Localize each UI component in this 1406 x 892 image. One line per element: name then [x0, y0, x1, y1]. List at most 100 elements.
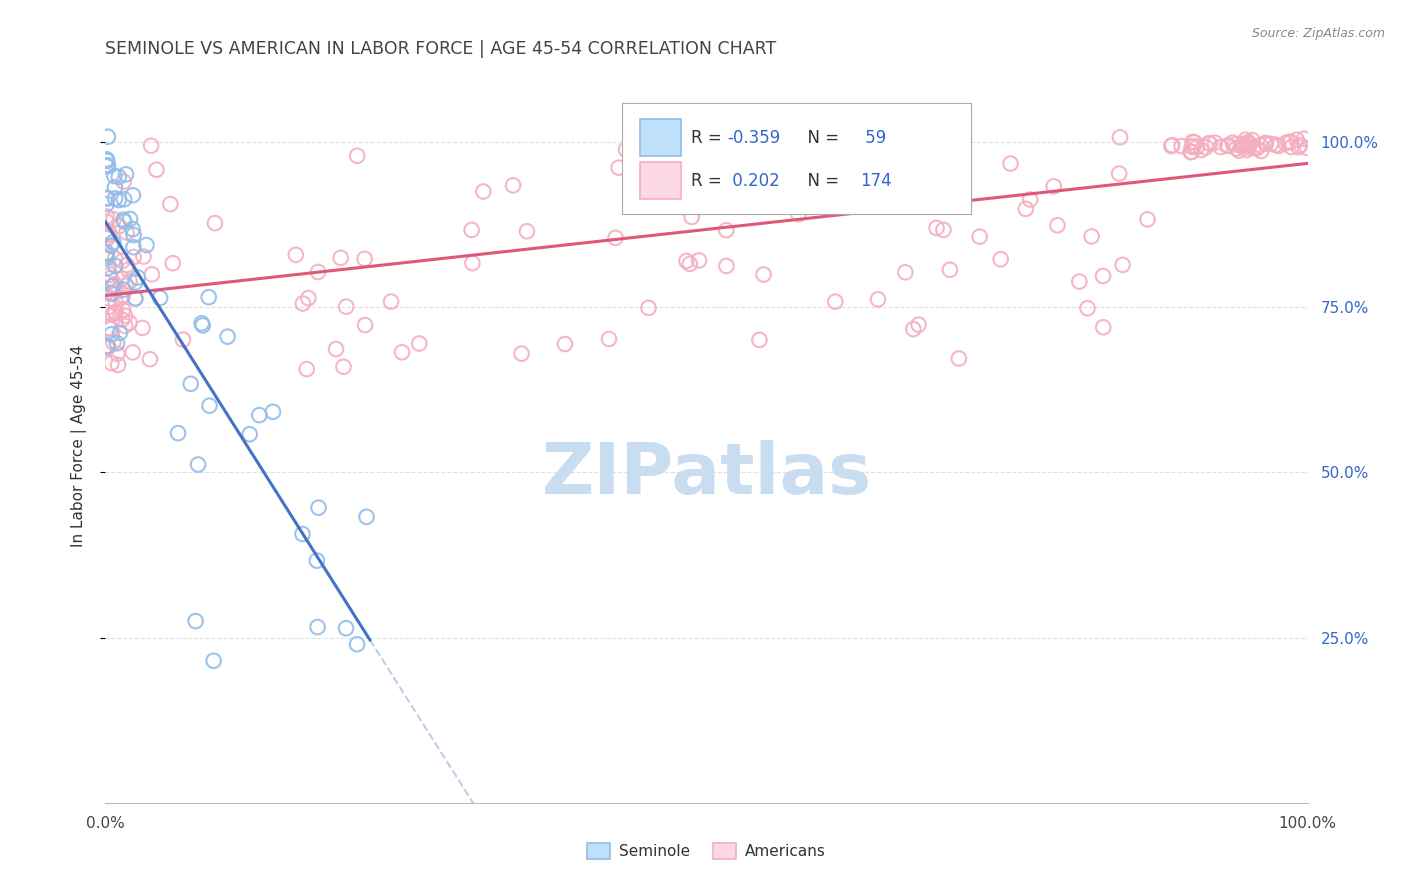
Point: [688, 253, 710, 268]
Text: R =: R =: [690, 171, 727, 189]
Point: [96, 231, 118, 245]
Point: [122, 250, 145, 264]
Point: [346, 149, 368, 163]
Point: [139, 352, 162, 367]
Point: [291, 296, 314, 310]
Point: [112, 175, 135, 189]
Point: [748, 333, 770, 347]
Y-axis label: In Labor Force | Age 45-54: In Labor Force | Age 45-54: [72, 345, 87, 547]
Point: [162, 256, 184, 270]
Point: [96, 153, 118, 167]
Point: [1046, 219, 1069, 233]
Point: [1267, 139, 1289, 153]
Point: [679, 257, 702, 271]
Point: [907, 318, 929, 332]
Point: [1249, 138, 1271, 153]
Point: [1218, 138, 1240, 153]
Point: [356, 509, 378, 524]
Point: [353, 252, 375, 266]
Point: [103, 235, 125, 249]
Point: [172, 333, 194, 347]
Point: [1108, 167, 1130, 181]
Point: [607, 161, 630, 175]
Point: [97, 339, 120, 353]
Point: [1080, 229, 1102, 244]
Point: [752, 268, 775, 282]
Point: [159, 197, 181, 211]
Text: 174: 174: [860, 171, 891, 189]
Point: [354, 318, 377, 332]
FancyBboxPatch shape: [623, 103, 972, 214]
Point: [114, 318, 136, 333]
Point: [104, 296, 127, 310]
Text: 59: 59: [860, 128, 887, 146]
Point: [1222, 136, 1244, 150]
Point: [1136, 212, 1159, 227]
Point: [122, 188, 145, 202]
Point: [97, 129, 120, 144]
Point: [990, 252, 1012, 267]
Point: [96, 276, 118, 290]
Point: [1019, 193, 1042, 207]
Point: [135, 238, 157, 252]
Point: [145, 162, 167, 177]
Point: [184, 614, 207, 628]
Point: [391, 345, 413, 359]
Point: [297, 291, 319, 305]
Point: [554, 337, 576, 351]
Point: [197, 290, 219, 304]
Point: [115, 226, 138, 240]
Point: [1198, 136, 1220, 151]
Point: [104, 305, 127, 319]
Point: [111, 291, 134, 305]
Point: [204, 216, 226, 230]
Point: [408, 336, 430, 351]
Point: [114, 309, 136, 323]
Point: [1236, 136, 1258, 150]
Point: [100, 271, 122, 285]
Point: [1279, 135, 1302, 149]
Point: [1232, 136, 1254, 151]
Point: [1296, 141, 1319, 155]
Text: N =: N =: [797, 128, 844, 146]
Point: [103, 212, 125, 227]
Point: [1180, 145, 1202, 159]
Point: [894, 265, 917, 279]
Point: [675, 254, 697, 268]
Point: [1246, 141, 1268, 155]
Text: SEMINOLE VS AMERICAN IN LABOR FORCE | AGE 45-54 CORRELATION CHART: SEMINOLE VS AMERICAN IN LABOR FORCE | AG…: [105, 40, 776, 58]
Point: [141, 268, 163, 282]
Point: [96, 210, 118, 224]
Point: [307, 620, 329, 634]
Point: [132, 250, 155, 264]
Point: [856, 170, 879, 185]
Point: [1092, 268, 1115, 283]
Point: [180, 376, 202, 391]
Point: [932, 223, 955, 237]
Point: [198, 399, 221, 413]
FancyBboxPatch shape: [640, 162, 682, 199]
Point: [103, 169, 125, 183]
Point: [98, 225, 121, 239]
Text: R =: R =: [690, 128, 727, 146]
Point: [1069, 275, 1091, 289]
Point: [97, 227, 120, 242]
Point: [149, 291, 172, 305]
Point: [115, 258, 138, 272]
Point: [122, 228, 145, 243]
Point: [380, 294, 402, 309]
Point: [121, 345, 143, 359]
Point: [1216, 138, 1239, 153]
Point: [291, 527, 314, 541]
Point: [96, 231, 118, 245]
Point: [502, 178, 524, 193]
Point: [98, 268, 121, 282]
Point: [1237, 137, 1260, 152]
Point: [637, 301, 659, 315]
Point: [716, 259, 738, 273]
Point: [1289, 138, 1312, 153]
Point: [1254, 136, 1277, 150]
Point: [167, 426, 190, 441]
Point: [103, 335, 125, 350]
Point: [111, 288, 134, 302]
